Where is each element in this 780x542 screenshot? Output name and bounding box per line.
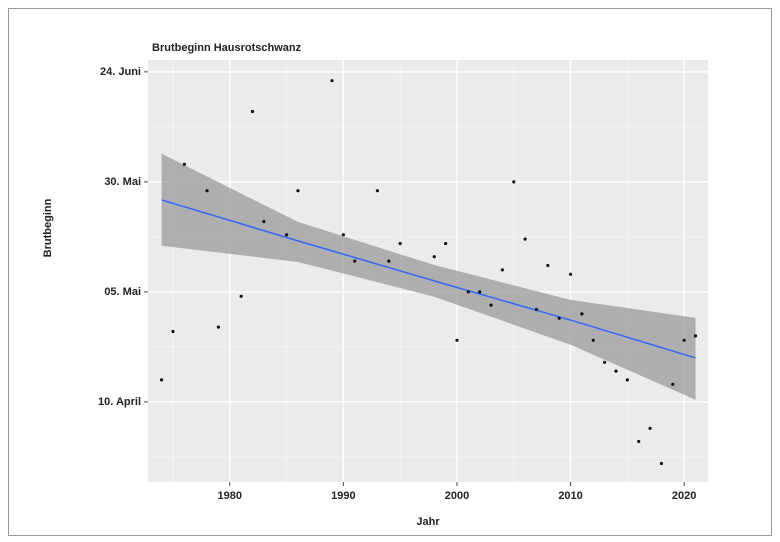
point xyxy=(580,312,584,316)
x-axis-label: Jahr xyxy=(416,516,440,528)
point xyxy=(591,338,595,342)
point xyxy=(489,303,493,307)
y-tick-label: 30. Mai xyxy=(104,176,141,188)
x-tick-label: 1990 xyxy=(331,490,355,502)
y-axis-label: Brutbeginn xyxy=(42,198,54,257)
point xyxy=(444,241,448,246)
x-tick-label: 1980 xyxy=(218,490,242,502)
point xyxy=(648,426,652,430)
point xyxy=(512,180,516,184)
point xyxy=(353,259,357,263)
y-tick-label: 24. Juni xyxy=(100,66,141,78)
point xyxy=(614,369,618,373)
point xyxy=(296,189,300,193)
point xyxy=(341,233,345,237)
point xyxy=(557,316,561,320)
point xyxy=(205,189,209,193)
point xyxy=(398,241,402,246)
point xyxy=(603,360,607,364)
point xyxy=(250,109,255,114)
point xyxy=(216,325,221,329)
point xyxy=(500,268,505,272)
point xyxy=(182,162,186,166)
point xyxy=(568,272,573,276)
point xyxy=(432,255,436,259)
point xyxy=(239,294,243,298)
point xyxy=(262,219,266,224)
confidence-band xyxy=(161,153,696,400)
chart-title: Brutbeginn Hausrotschwanz xyxy=(152,42,302,54)
point xyxy=(466,290,470,294)
x-tick-label: 2020 xyxy=(672,490,696,502)
trend-line xyxy=(161,199,696,359)
point xyxy=(671,382,675,386)
point xyxy=(523,237,527,241)
point xyxy=(478,290,482,294)
point xyxy=(534,307,539,312)
point xyxy=(284,233,289,237)
point xyxy=(546,263,550,268)
point xyxy=(330,79,334,83)
point xyxy=(375,189,380,193)
x-tick-label: 2000 xyxy=(445,490,469,502)
point xyxy=(682,338,686,342)
point xyxy=(637,439,641,444)
y-tick-label: 05. Mai xyxy=(104,286,141,298)
point xyxy=(693,334,698,338)
point xyxy=(659,461,664,466)
point xyxy=(625,378,629,382)
y-tick-label: 10. April xyxy=(98,396,141,408)
point xyxy=(455,338,459,342)
point xyxy=(387,259,391,263)
x-tick-label: 2010 xyxy=(558,490,582,502)
point xyxy=(171,329,175,334)
point xyxy=(160,378,164,382)
